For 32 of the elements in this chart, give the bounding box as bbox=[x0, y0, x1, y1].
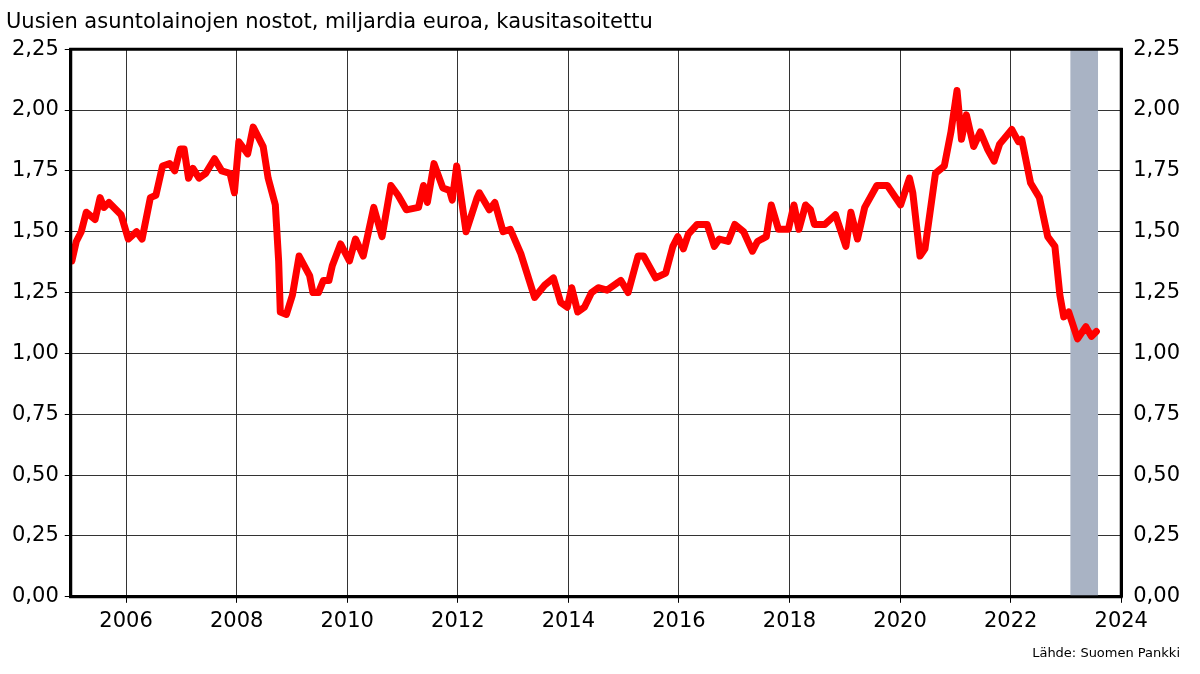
x-tick-label: 2020 bbox=[873, 607, 927, 632]
x-tick-label: 2008 bbox=[209, 607, 264, 632]
x-tick-label: 2016 bbox=[652, 607, 706, 632]
y2-tick-label: 1,75 bbox=[1133, 157, 1181, 182]
y-tick-label: 0,00 bbox=[11, 583, 59, 608]
x-tick-label: 2014 bbox=[541, 607, 596, 632]
y2-tick-label: 1,00 bbox=[1133, 339, 1181, 364]
y-tick-label: 2,00 bbox=[11, 96, 59, 121]
x-tick-label: 2006 bbox=[99, 607, 153, 632]
y-tick-label: 0,25 bbox=[11, 522, 59, 547]
y2-tick-label: 0,75 bbox=[1133, 400, 1181, 425]
y2-tick-label: 0,00 bbox=[1133, 583, 1181, 608]
y2-tick-label: 2,00 bbox=[1133, 96, 1181, 121]
text: Lähde: Suomen Pankki bbox=[1032, 644, 1180, 660]
x-tick-label: 2010 bbox=[320, 607, 374, 632]
y-tick-label: 1,50 bbox=[11, 218, 59, 243]
y-tick-label: 0,75 bbox=[11, 400, 59, 425]
x-tick-label: 2022 bbox=[983, 607, 1038, 632]
y-tick-label: 1,25 bbox=[11, 279, 59, 304]
y-tick-label: 2,25 bbox=[11, 35, 59, 60]
x-tick-label: 2018 bbox=[762, 607, 817, 632]
y-tick-label: 1,75 bbox=[11, 157, 59, 182]
y2-tick-label: 1,50 bbox=[1133, 218, 1181, 243]
y2-tick-label: 2,25 bbox=[1133, 35, 1181, 60]
y2-tick-label: 0,25 bbox=[1133, 522, 1181, 547]
x-tick-label: 2024 bbox=[1094, 607, 1148, 632]
y-tick-label: 1,00 bbox=[11, 339, 59, 364]
y-tick-label: 0,50 bbox=[11, 461, 59, 486]
y2-tick-label: 1,25 bbox=[1133, 279, 1181, 304]
y2-tick-label: 0,50 bbox=[1133, 461, 1181, 486]
x-tick-label: 2012 bbox=[431, 607, 485, 632]
chart-title: Uusien asuntolainojen nostot, miljardia euroa, kausitasoitettu bbox=[6, 9, 653, 34]
